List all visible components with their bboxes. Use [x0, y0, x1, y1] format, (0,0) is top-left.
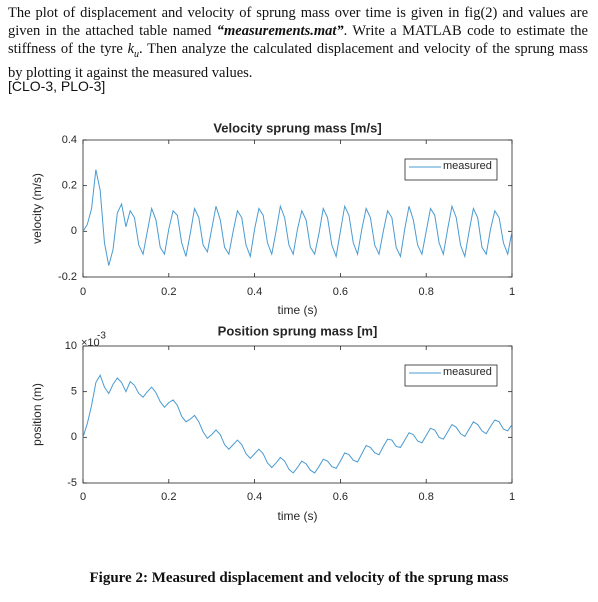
subscript: u [134, 48, 139, 60]
x-tick-label: 0.4 [247, 491, 262, 503]
chart-title: Position sprung mass [m] [218, 323, 378, 338]
legend-label: measured [443, 366, 492, 378]
outcomes: [CLO-3, PLO-3] [8, 78, 106, 94]
x-tick-label: 0 [80, 286, 86, 298]
x-tick-label: 0.6 [333, 491, 348, 503]
y-tick-label: 0.2 [62, 180, 77, 192]
y-tick-label: -0.2 [58, 271, 77, 283]
text: . Then analyze the calculated displaceme… [8, 41, 588, 81]
text: The plot of displacement and velocity of… [8, 5, 588, 39]
symbol: k [127, 41, 134, 57]
x-tick-label: 0.8 [419, 286, 434, 298]
y-axis-label: position (m) [30, 383, 44, 446]
y-tick-label: 10 [65, 340, 77, 352]
y-scale-exponent: -3 [97, 331, 106, 342]
x-tick-label: 0.2 [161, 286, 176, 298]
chart-title: Velocity sprung mass [m/s] [213, 120, 381, 135]
x-axis-label: time (s) [278, 303, 318, 317]
data-line [82, 374, 513, 474]
y-tick-label: 0 [71, 225, 77, 237]
y-tick-label: 0.4 [62, 134, 77, 146]
caption: Figure 2: Measured displacement and velo… [89, 570, 509, 586]
x-tick-label: 1 [509, 286, 515, 298]
file-name: “measurements.mat” [216, 23, 344, 39]
legend-label: measured [443, 160, 492, 172]
x-tick-label: 0.8 [419, 491, 434, 503]
y-tick-label: 0 [71, 431, 77, 443]
question-text: The plot of displacement and velocity of… [8, 4, 588, 82]
figure: Velocity sprung mass [m/s] time (s) veloci… [30, 120, 515, 523]
x-axis-label: time (s) [278, 509, 318, 523]
y-tick-label: 5 [71, 386, 77, 398]
data-line [82, 169, 513, 266]
text: . Write a MATLAB code to estimate the st… [8, 23, 588, 57]
legend-box [404, 158, 498, 181]
legend-box [404, 364, 498, 387]
y-axis-label: velocity (m/s) [30, 173, 44, 244]
x-tick-label: 1 [509, 491, 515, 503]
x-tick-label: 0.4 [247, 286, 262, 298]
x-tick-label: 0.6 [333, 286, 348, 298]
y-tick-label: -5 [67, 477, 77, 489]
x-tick-label: 0 [80, 491, 86, 503]
x-tick-label: 0.2 [161, 491, 176, 503]
